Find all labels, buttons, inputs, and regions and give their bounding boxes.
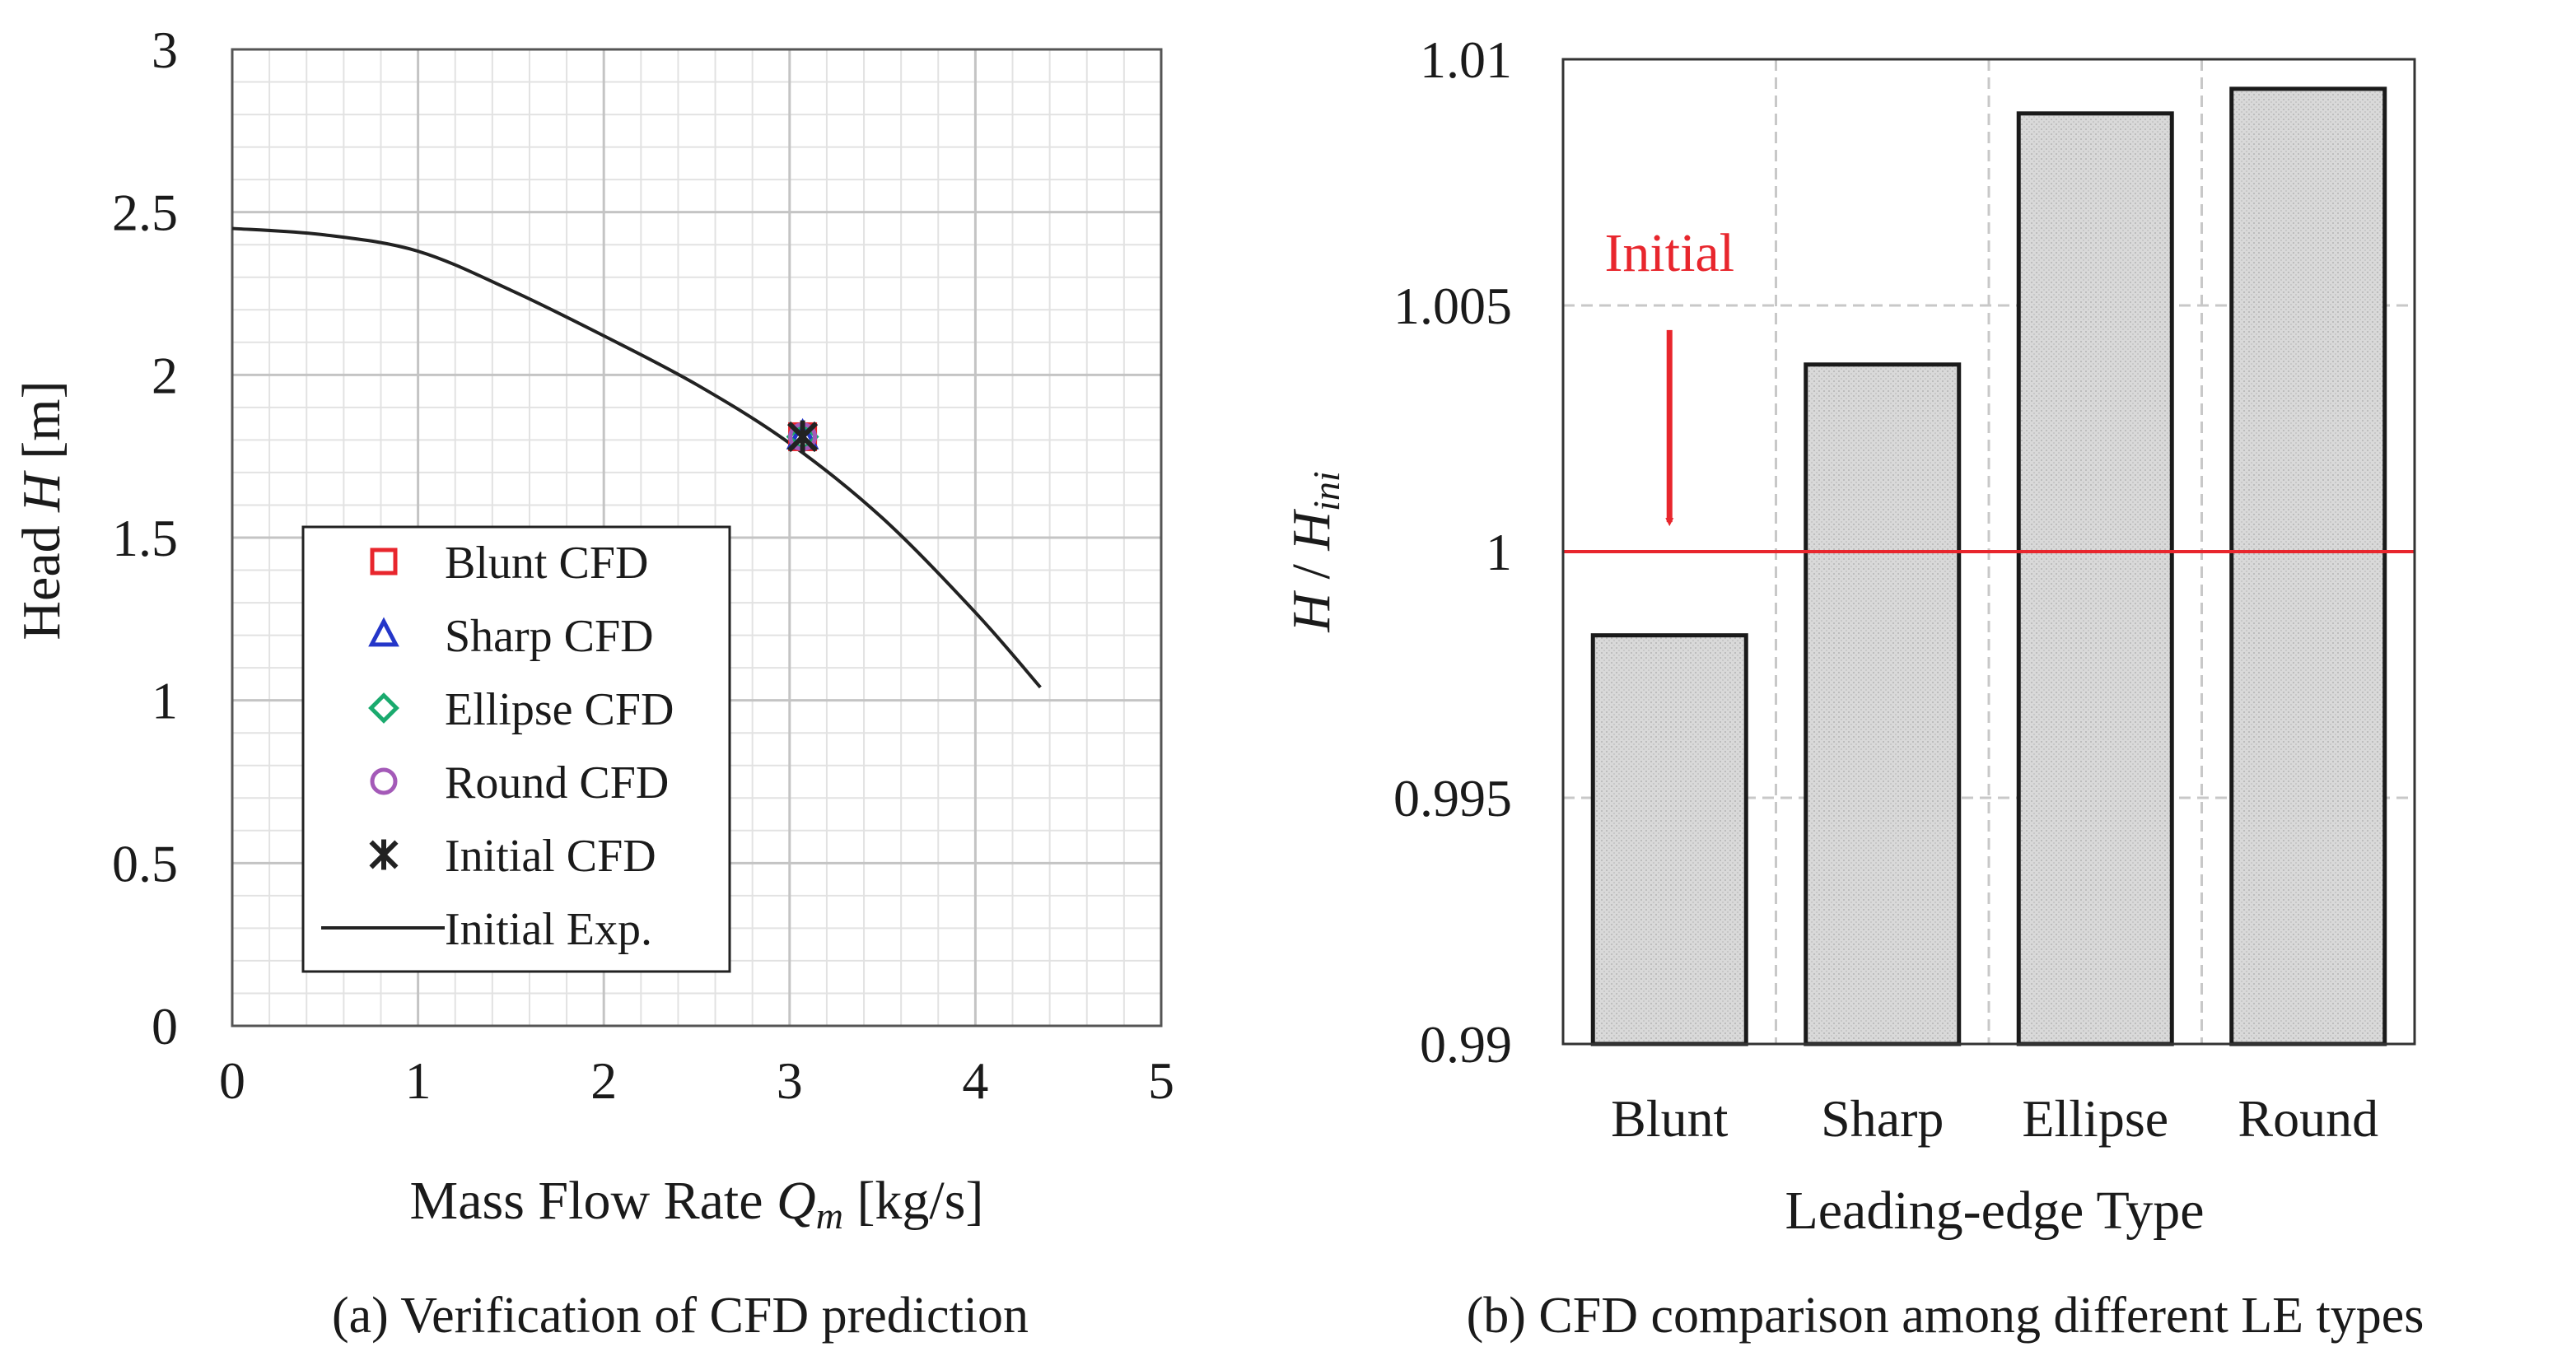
panel-a-plot-frame [231, 48, 1163, 1028]
panel-a-y-tick-label: 0.5 [112, 834, 178, 892]
legend-initial-cfd-marker [369, 839, 399, 870]
panel-a-chart: 0 1 2 3 4 5 0 0.5 1 1.5 2 2.5 3 Blunt CFD Sharp CFD E… [12, 21, 1174, 1344]
panel-b-y-tick-label: 1.005 [1393, 277, 1512, 335]
panel-a-y-label-unit: [m] [12, 380, 72, 473]
panel-b-chart: 0.99 0.995 1 1.005 1.01 Blunt Sharp Ellipse Rou… [1281, 30, 2424, 1344]
panel-a-x-label-sub: m [816, 1195, 843, 1237]
legend-ellipse-cfd-label: Ellipse CFD [445, 684, 674, 735]
panel-a-x-axis-label: Mass Flow Rate Qm [kg/s] [410, 1171, 984, 1237]
panel-a-y-tick-label: 1.5 [112, 509, 178, 567]
panel-b-y-label-symbol-2: H [1281, 509, 1342, 552]
initial-cfd-point [786, 420, 819, 454]
legend-sharp-cfd-label: Sharp CFD [445, 611, 654, 662]
panel-b-y-tick-label: 1.01 [1420, 30, 1512, 89]
panel-a-x-tick-label: 4 [962, 1051, 988, 1110]
legend-initial-cfd-label: Initial CFD [445, 831, 656, 882]
panel-a-y-tick-label: 2 [152, 346, 178, 404]
panel-a-y-tick-label: 3 [152, 21, 178, 79]
panel-a-y-axis-label: Head H [m] [12, 380, 72, 640]
panel-b-caption: (b) CFD comparison among different LE ty… [1467, 1288, 2424, 1344]
panel-a-y-tick-label: 0 [152, 997, 178, 1055]
panel-a-x-tick-label: 5 [1148, 1051, 1174, 1110]
panel-a-cfd-markers [786, 417, 819, 454]
legend-blunt-cfd-marker [370, 548, 398, 575]
panel-a-x-label-unit: [kg/s] [843, 1171, 983, 1231]
legend-round-cfd-label: Round CFD [445, 757, 669, 808]
panel-b-y-label-symbol: H [1281, 590, 1342, 633]
panel-a-legend: Blunt CFD Sharp CFD Ellipse CFD Round CFD In… [301, 525, 731, 973]
legend-initial-exp-label: Initial Exp. [445, 904, 652, 955]
panel-a-x-label-symbol: Q [777, 1171, 816, 1231]
panel-b-y-tick-label: 0.99 [1420, 1015, 1512, 1074]
panel-b-bars [1590, 86, 2387, 1046]
panel-b-x-tick-label: Round [2238, 1089, 2378, 1148]
panel-a-y-ticks: 0 0.5 1 1.5 2 2.5 3 [112, 21, 178, 1055]
panel-a-x-tick-label: 3 [777, 1051, 803, 1110]
panel-b-y-label-sub: ini [1305, 471, 1347, 511]
bar-ellipse [2016, 111, 2174, 1046]
bar-blunt [1590, 633, 1748, 1046]
panel-a-x-label-prefix: Mass Flow Rate [410, 1171, 777, 1231]
legend-blunt-cfd-label: Blunt CFD [445, 538, 648, 589]
panel-a-y-label-prefix: Head [12, 512, 72, 641]
panel-b-x-tick-label: Blunt [1611, 1089, 1728, 1148]
panel-b-y-tick-label: 1 [1486, 523, 1512, 581]
panel-b-y-tick-label: 0.995 [1393, 769, 1512, 827]
legend-ellipse-cfd-marker [368, 692, 399, 724]
panel-a-caption: (a) Verification of CFD prediction [332, 1288, 1029, 1344]
panel-b-x-ticks: Blunt Sharp Ellipse Round [1611, 1089, 2378, 1148]
panel-b-plot-frame [1561, 58, 2416, 1046]
initial-exp-curve [231, 226, 1042, 689]
panel-a-x-tick-label: 1 [405, 1051, 432, 1110]
initial-annotation-label: Initial [1604, 223, 1734, 283]
panel-b-y-ticks: 0.99 0.995 1 1.005 1.01 [1393, 30, 1512, 1074]
legend-round-cfd-marker [370, 767, 398, 795]
panel-a-x-tick-label: 2 [590, 1051, 617, 1110]
panel-b-y-axis-label: H / Hini [1281, 471, 1347, 632]
panel-b-x-tick-label: Sharp [1821, 1089, 1944, 1148]
panel-b-x-tick-label: Ellipse [2022, 1089, 2168, 1148]
panel-b-x-axis-label: Leading-edge Type [1785, 1181, 2204, 1241]
panel-a-x-ticks: 0 1 2 3 4 5 [219, 1051, 1174, 1110]
panel-a-y-tick-label: 2.5 [112, 184, 178, 242]
bar-round [2229, 86, 2387, 1046]
panel-b-y-label-sep: / [1281, 551, 1342, 593]
legend-sharp-cfd-marker [368, 617, 399, 647]
panel-a-y-tick-label: 1 [152, 672, 178, 730]
bar-sharp [1804, 362, 1962, 1046]
panel-a-x-tick-label: 0 [219, 1051, 245, 1110]
panel-a-y-label-symbol: H [12, 470, 72, 513]
